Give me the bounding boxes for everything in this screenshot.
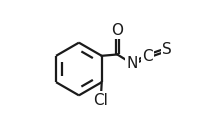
Text: C: C	[142, 49, 153, 64]
Text: S: S	[162, 42, 172, 57]
Text: O: O	[111, 23, 123, 38]
Text: Cl: Cl	[94, 93, 108, 108]
Text: N: N	[126, 56, 138, 71]
